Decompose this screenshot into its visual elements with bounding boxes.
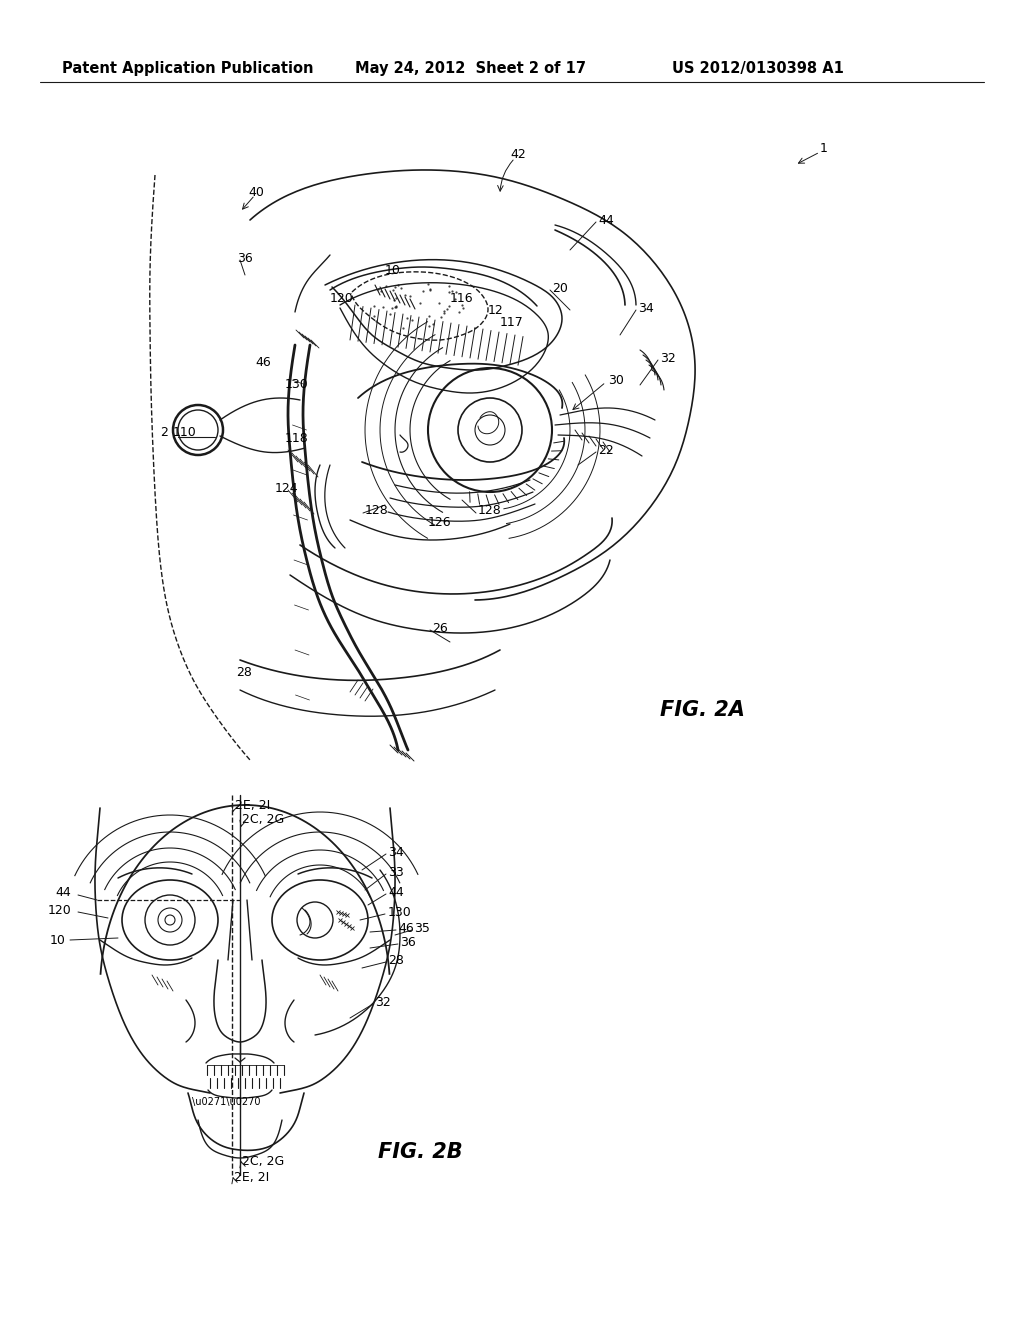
Text: \u0271\u0270: \u0271\u0270 (191, 1097, 260, 1107)
Text: Patent Application Publication: Patent Application Publication (62, 61, 313, 75)
Text: 2C, 2G: 2C, 2G (242, 1155, 285, 1168)
Text: 126: 126 (428, 516, 452, 528)
Text: 120: 120 (330, 292, 353, 305)
Text: 26: 26 (432, 622, 447, 635)
Text: 22: 22 (598, 444, 613, 457)
Text: 44: 44 (388, 886, 403, 899)
Text: 10: 10 (385, 264, 400, 276)
Text: 30: 30 (608, 374, 624, 387)
Text: 130: 130 (388, 906, 412, 919)
Text: 1: 1 (820, 141, 827, 154)
Text: 34: 34 (388, 846, 403, 858)
Text: 2: 2 (160, 425, 168, 438)
Text: 2E, 2I: 2E, 2I (234, 1172, 269, 1184)
Text: 46: 46 (255, 355, 270, 368)
Text: 32: 32 (375, 995, 391, 1008)
Text: 120: 120 (48, 903, 72, 916)
Text: 28: 28 (236, 665, 252, 678)
Text: 12: 12 (488, 304, 504, 317)
Text: 40: 40 (248, 186, 264, 198)
Text: 124: 124 (275, 482, 299, 495)
Text: 44: 44 (598, 214, 613, 227)
Text: 2E, 2I: 2E, 2I (234, 799, 270, 812)
Text: 35: 35 (414, 921, 430, 935)
Text: 36: 36 (237, 252, 253, 264)
Text: 2C, 2G: 2C, 2G (242, 813, 285, 826)
Text: May 24, 2012  Sheet 2 of 17: May 24, 2012 Sheet 2 of 17 (355, 61, 586, 75)
Text: 46: 46 (398, 921, 414, 935)
Text: 44: 44 (55, 887, 71, 899)
Text: 128: 128 (365, 503, 389, 516)
Text: 34: 34 (638, 301, 653, 314)
Text: 116: 116 (450, 292, 474, 305)
Text: 117: 117 (500, 317, 523, 330)
Text: 130: 130 (285, 379, 309, 392)
Text: 36: 36 (400, 936, 416, 949)
Text: FIG. 2A: FIG. 2A (660, 700, 744, 719)
Text: 33: 33 (388, 866, 403, 879)
Text: 28: 28 (388, 953, 403, 966)
Text: 32: 32 (660, 351, 676, 364)
Text: FIG. 2B: FIG. 2B (378, 1142, 463, 1162)
Text: 10: 10 (50, 933, 66, 946)
Text: 20: 20 (552, 281, 568, 294)
Text: 118: 118 (285, 432, 309, 445)
Text: 128: 128 (478, 503, 502, 516)
Text: 110: 110 (173, 425, 197, 438)
Text: US 2012/0130398 A1: US 2012/0130398 A1 (672, 61, 844, 75)
Text: 42: 42 (510, 149, 525, 161)
